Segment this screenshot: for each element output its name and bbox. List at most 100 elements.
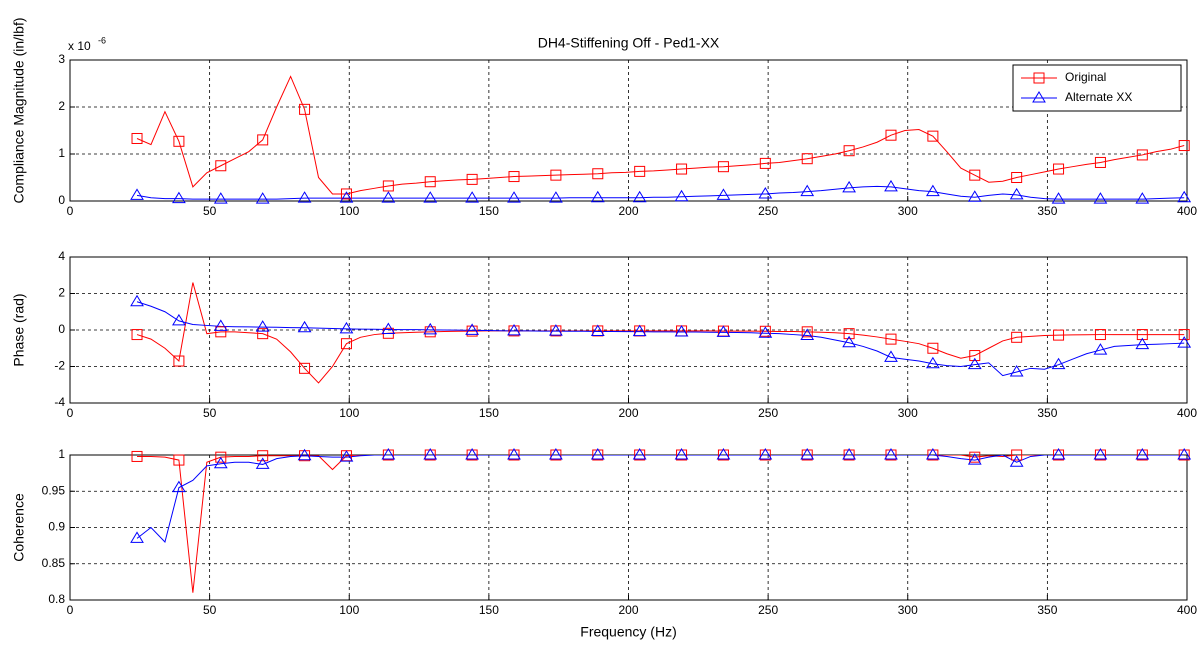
marker: [1051, 192, 1066, 204]
y-multiplier: x 10: [68, 39, 91, 53]
marker: [759, 325, 771, 337]
marker: [255, 192, 270, 204]
x-tick-label: 150: [479, 603, 499, 617]
marker: [632, 448, 647, 460]
marker: [1177, 336, 1192, 348]
marker: [632, 190, 647, 203]
marker: [634, 449, 646, 461]
marker: [1051, 448, 1066, 460]
marker: [759, 157, 771, 169]
plot-layer: [136, 75, 1185, 200]
series-line: [136, 185, 1185, 200]
marker: [423, 448, 438, 460]
x-tick-label: 0: [67, 204, 74, 218]
marker: [717, 161, 729, 173]
marker: [257, 450, 269, 462]
marker: [466, 325, 478, 337]
marker: [1009, 365, 1024, 377]
series-line: [136, 75, 1185, 195]
marker: [1011, 331, 1023, 343]
y-tick-label: 2: [58, 99, 65, 113]
marker: [1053, 163, 1065, 175]
marker: [424, 449, 436, 461]
x-tick-label: 150: [479, 406, 499, 420]
marker: [1053, 329, 1065, 341]
marker: [508, 171, 520, 183]
x-tick-label: 350: [1037, 603, 1057, 617]
marker: [885, 333, 897, 345]
marker: [131, 132, 143, 144]
marker: [758, 186, 773, 199]
marker: [1011, 172, 1023, 183]
marker: [800, 448, 815, 460]
marker: [1032, 91, 1046, 103]
marker: [842, 180, 856, 193]
marker: [215, 326, 227, 338]
marker: [173, 454, 185, 466]
plot-layer: [136, 455, 1185, 593]
marker: [884, 350, 898, 362]
series-line: [136, 282, 1185, 384]
marker: [843, 328, 855, 340]
marker: [925, 448, 940, 460]
marker: [1177, 448, 1192, 460]
legend-label: Alternate XX: [1065, 90, 1132, 104]
x-axis-label: Frequency (Hz): [580, 624, 676, 640]
marker: [676, 449, 688, 461]
marker: [339, 321, 354, 334]
y-tick-label: 4: [58, 249, 65, 263]
marker: [801, 153, 813, 165]
marker: [173, 355, 185, 367]
y-tick-label: 0: [58, 322, 65, 336]
marker: [842, 335, 856, 348]
x-tick-label: 150: [479, 204, 499, 218]
marker: [130, 188, 144, 200]
marker: [842, 448, 856, 460]
marker: [758, 448, 773, 460]
x-tick-label: 350: [1037, 204, 1057, 218]
axes-box: [69, 59, 1188, 202]
x-tick-label: 100: [339, 204, 359, 218]
y-tick-label: -2: [54, 359, 65, 373]
marker: [465, 448, 480, 460]
x-tick-label: 50: [203, 406, 217, 420]
x-tick-label: 200: [618, 603, 638, 617]
marker: [967, 190, 982, 202]
plot-layer: [136, 282, 1185, 384]
marker: [130, 294, 144, 307]
marker: [213, 456, 228, 469]
x-tick-label: 350: [1037, 406, 1057, 420]
marker: [508, 325, 520, 337]
y-tick-label: 3: [58, 52, 65, 66]
marker: [340, 188, 352, 200]
marker: [213, 192, 228, 204]
marker: [423, 322, 438, 335]
x-tick-label: 300: [898, 603, 918, 617]
marker: [801, 449, 813, 461]
marker: [717, 449, 729, 461]
marker: [674, 325, 689, 337]
y-tick-label: 0.9: [48, 520, 65, 534]
x-tick-label: 0: [67, 603, 74, 617]
marker: [255, 457, 270, 469]
marker: [131, 450, 143, 462]
marker: [215, 451, 227, 463]
marker: [800, 184, 815, 197]
marker: [676, 163, 688, 175]
marker: [466, 449, 478, 461]
marker: [716, 448, 731, 460]
marker: [843, 449, 855, 461]
marker: [257, 134, 269, 146]
series-line: [136, 301, 1185, 377]
marker: [381, 448, 396, 460]
marker: [925, 356, 940, 369]
marker: [800, 328, 815, 340]
marker: [381, 191, 396, 203]
marker: [339, 191, 354, 203]
marker: [1136, 149, 1148, 161]
marker: [172, 313, 186, 326]
x-tick-label: 100: [339, 603, 359, 617]
marker: [969, 350, 981, 362]
